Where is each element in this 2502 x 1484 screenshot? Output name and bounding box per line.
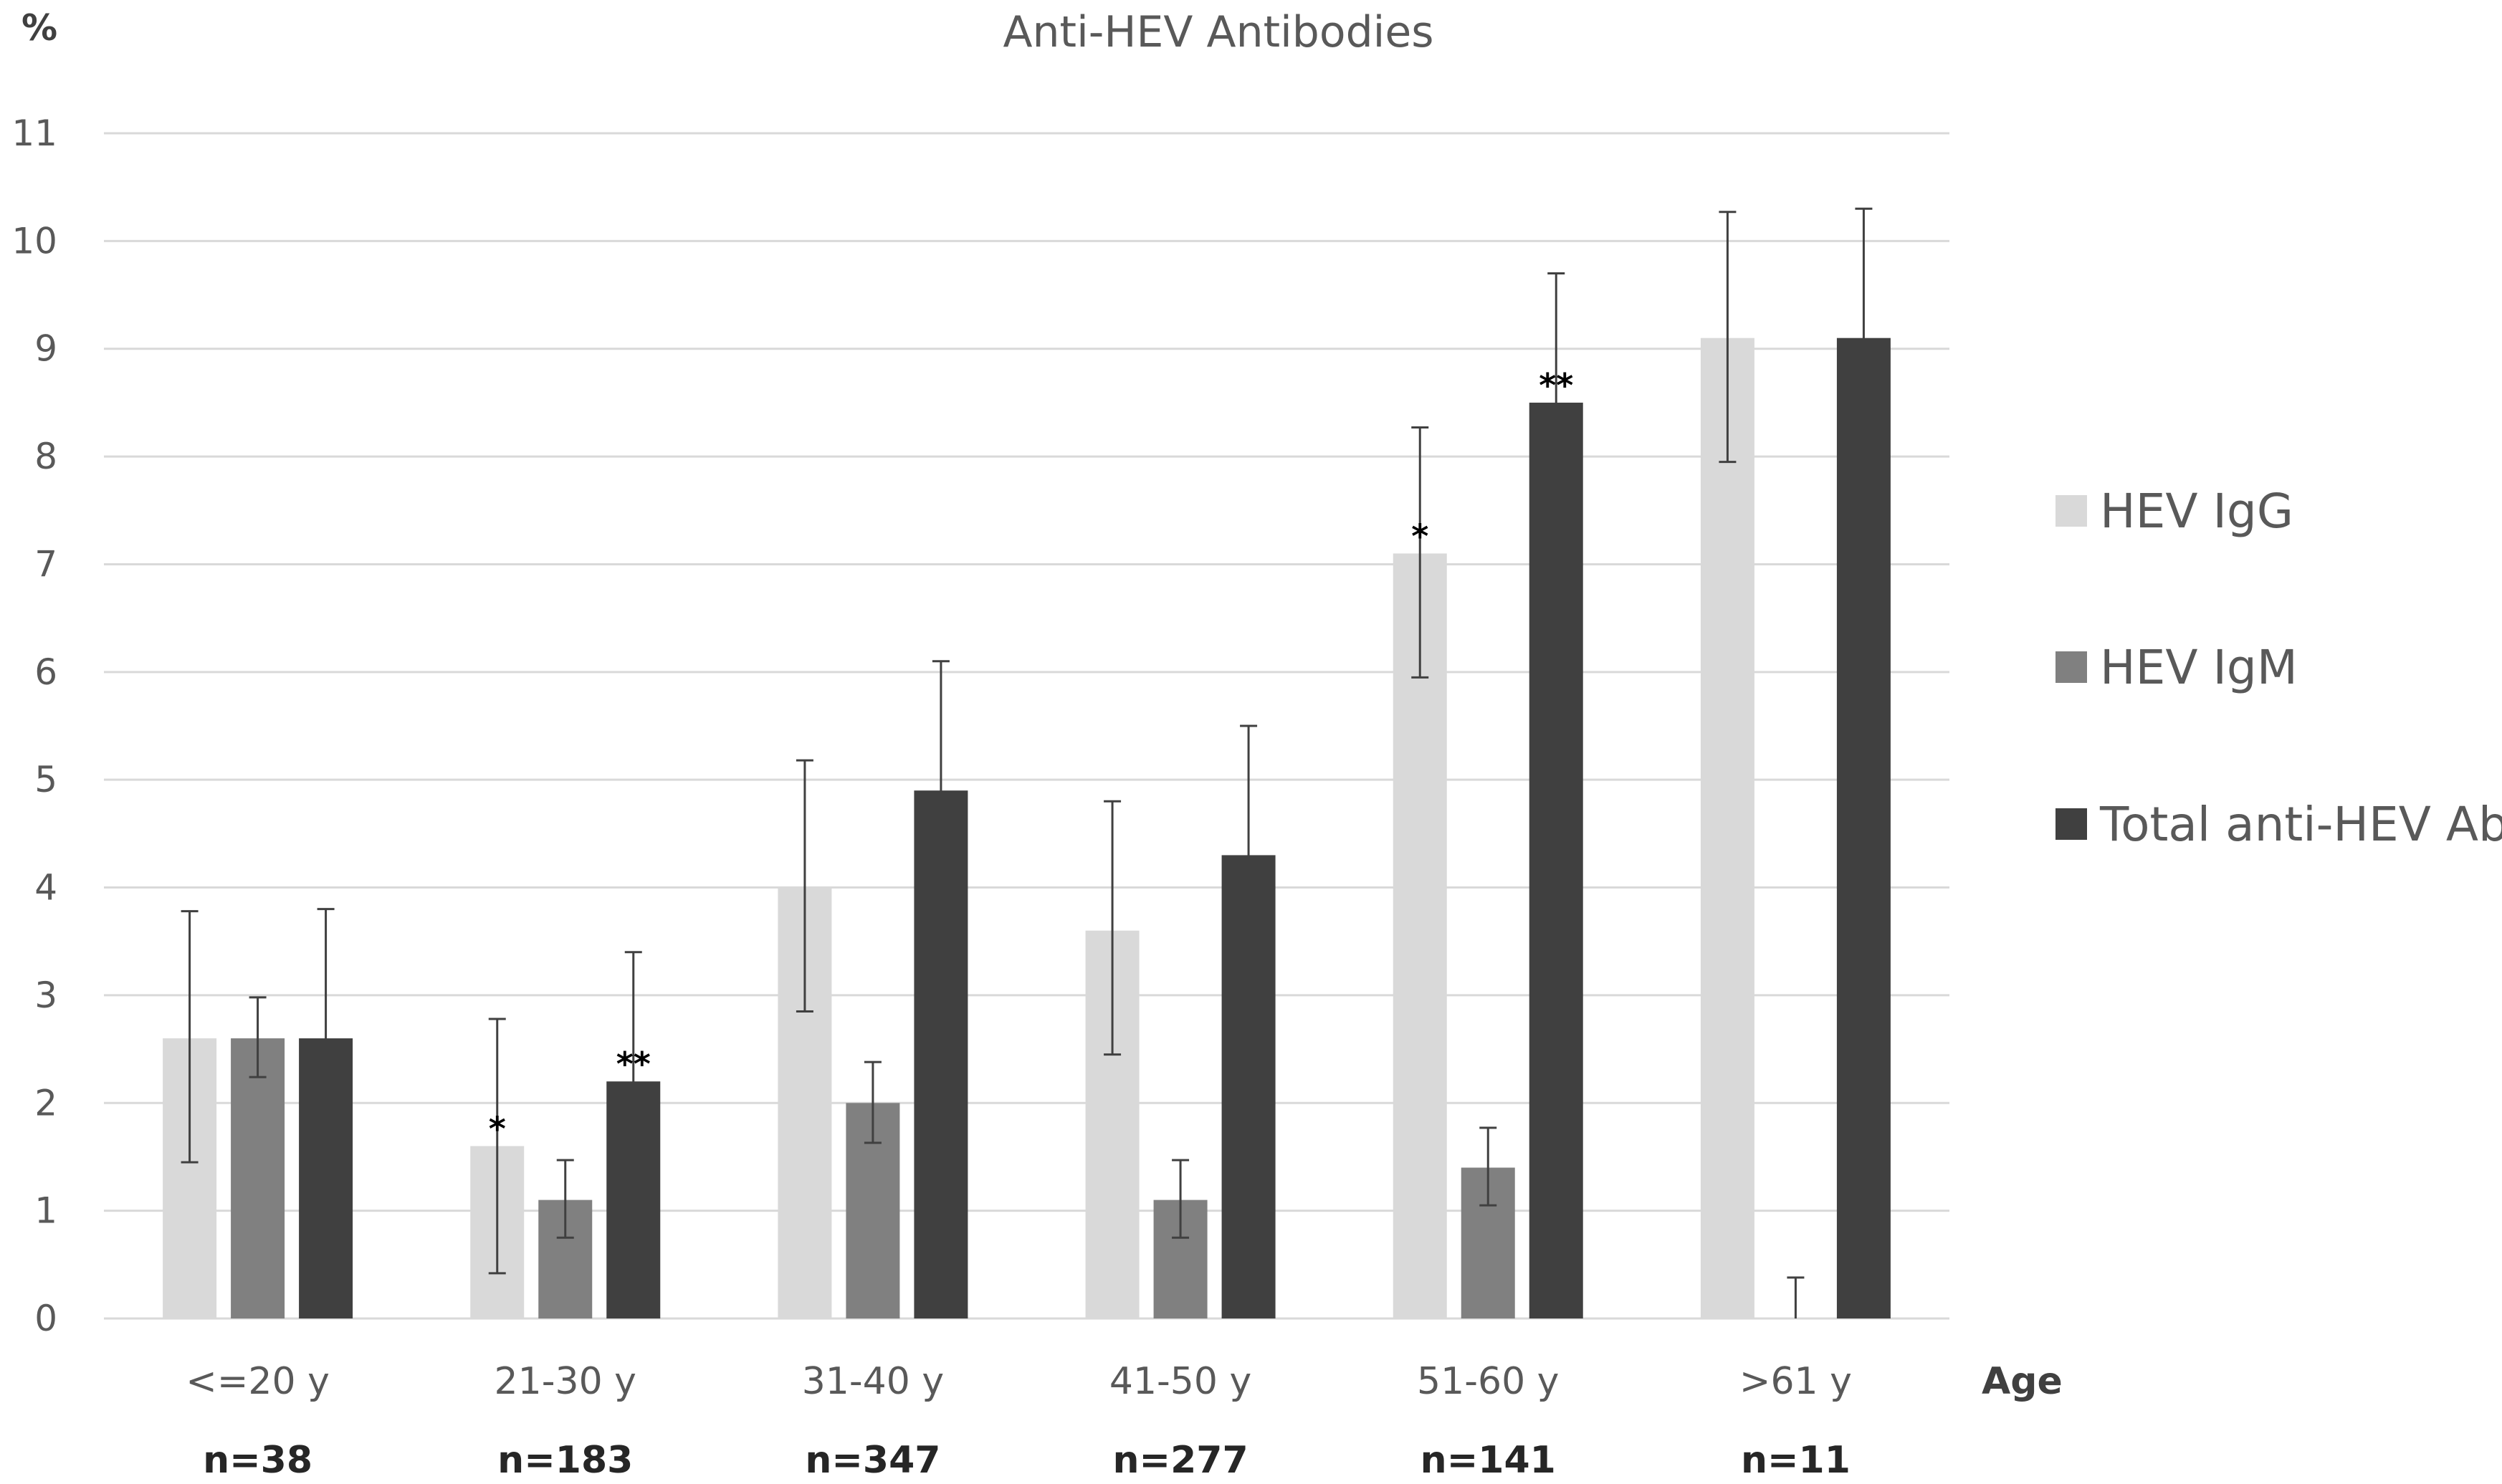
- x-tick-label: <=20 y: [186, 1360, 330, 1403]
- bar: [1393, 553, 1447, 1318]
- y-tick-label: 6: [34, 651, 57, 693]
- y-tick-label: 7: [34, 543, 57, 585]
- y-tick-label: 4: [34, 867, 57, 909]
- sample-size-label: n=183: [497, 1439, 633, 1482]
- legend-label: HEV IgM: [2100, 640, 2298, 695]
- y-tick-label: 1: [34, 1190, 57, 1232]
- legend-item: HEV IgM: [2055, 640, 2298, 695]
- bar: [1700, 338, 1754, 1318]
- significance-marker: *: [489, 1109, 506, 1148]
- y-axis-unit-label: %: [22, 7, 57, 49]
- sample-size-label: n=347: [805, 1439, 940, 1482]
- legend: HEV IgG HEV IgM Total anti-HEV Ab: [2055, 484, 2502, 852]
- sample-size-label: n=11: [1741, 1439, 1851, 1482]
- y-tick-label: 9: [34, 328, 57, 370]
- y-tick-label: 8: [34, 436, 57, 477]
- sample-size-label: n=141: [1420, 1439, 1556, 1482]
- significance-marker: **: [616, 1045, 651, 1083]
- bar: [1836, 338, 1891, 1318]
- y-tick-label: 5: [34, 759, 57, 800]
- legend-item: HEV IgG: [2055, 484, 2293, 539]
- x-axis-label: Age: [1982, 1360, 2063, 1403]
- error-bars: [181, 207, 1873, 1318]
- y-axis-ticks: 0 1 2 3 4 5 6 7 8 9 10 11: [11, 113, 57, 1339]
- y-tick-label: 3: [34, 975, 57, 1016]
- y-tick-label: 11: [11, 113, 57, 154]
- y-tick-label: 0: [34, 1298, 57, 1339]
- chart-title: Anti-HEV Antibodies: [1003, 7, 1433, 57]
- x-axis-categories: <=20 y n=38 21-30 y n=183 31-40 y n=347 41-50 …: [186, 1360, 1852, 1482]
- legend-label: Total anti-HEV Ab: [2099, 797, 2502, 852]
- significance-marker: **: [1539, 366, 1573, 405]
- gridlines: [104, 132, 1949, 1320]
- legend-swatch: [2055, 495, 2087, 527]
- x-tick-label: 21-30 y: [495, 1360, 636, 1403]
- y-tick-label: 10: [11, 220, 57, 262]
- sample-size-label: n=277: [1113, 1439, 1248, 1482]
- legend-swatch: [2055, 651, 2087, 683]
- legend-label: HEV IgG: [2100, 484, 2293, 539]
- sample-size-label: n=38: [203, 1439, 312, 1482]
- bar: [231, 1038, 285, 1318]
- x-tick-label: 51-60 y: [1417, 1360, 1559, 1403]
- y-tick-label: 2: [34, 1082, 57, 1124]
- legend-swatch: [2055, 808, 2087, 840]
- significance-annotations: ******: [489, 366, 1574, 1149]
- x-tick-label: >61 y: [1739, 1360, 1852, 1403]
- legend-item: Total anti-HEV Ab: [2055, 797, 2502, 852]
- significance-marker: *: [1411, 517, 1428, 555]
- x-tick-label: 31-40 y: [802, 1360, 944, 1403]
- bar: [1529, 402, 1583, 1318]
- x-tick-label: 41-50 y: [1109, 1360, 1251, 1403]
